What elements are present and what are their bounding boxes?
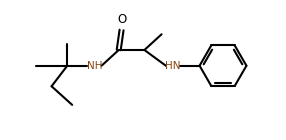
Text: O: O <box>117 13 126 26</box>
Text: NH: NH <box>87 61 102 71</box>
Text: HN: HN <box>165 61 181 71</box>
